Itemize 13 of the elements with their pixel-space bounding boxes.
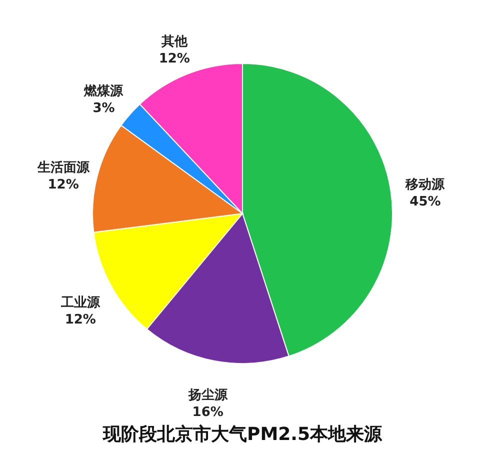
slice-label: 其他 (160, 34, 188, 50)
data-label: 12% (64, 312, 96, 328)
data-label: 16% (192, 405, 224, 420)
data-label: 12% (48, 177, 79, 192)
slice-label: 扬尘源 (187, 387, 228, 404)
slice-label: 移动源 (404, 178, 446, 193)
text: 现阶段北京市大气PM2.5本地来源 (102, 424, 383, 445)
slice-label: 燃煤源 (83, 84, 124, 100)
data-label: 45% (410, 194, 441, 210)
data-label: 3% (92, 101, 115, 116)
slice-label: 生活面源 (36, 160, 90, 176)
slice-label: 工业源 (60, 296, 101, 311)
data-label: 12% (158, 51, 190, 66)
